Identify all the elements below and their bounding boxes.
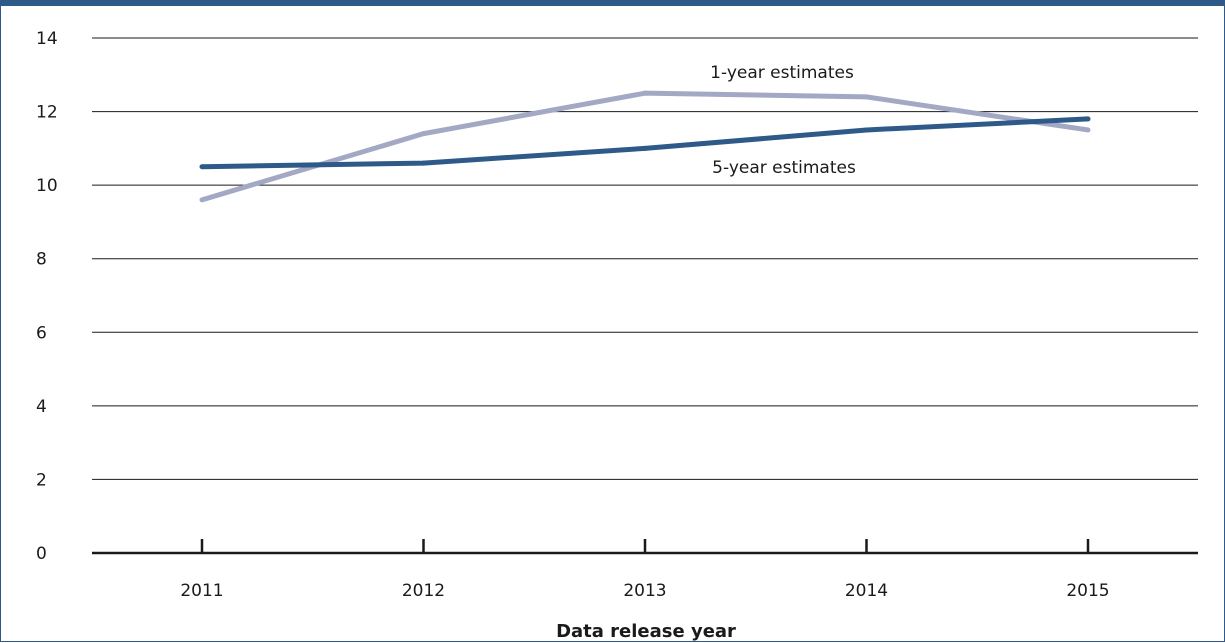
header-band (0, 0, 1225, 6)
y-tick-label-2: 2 (36, 470, 47, 490)
y-tick-label-4: 4 (36, 397, 47, 417)
x-tick-label-2012: 2012 (402, 581, 445, 601)
y-tick-label-6: 6 (36, 323, 47, 343)
x-tick-label-2015: 2015 (1066, 581, 1109, 601)
y-tick-labels: 0 2 4 6 8 10 12 14 (36, 29, 58, 564)
y-tick-label-8: 8 (36, 250, 47, 270)
data-point-5-year-estimates-2013 (642, 145, 648, 151)
y-tick-label-12: 12 (36, 103, 58, 123)
data-point-1-year-estimates-2012 (421, 131, 426, 137)
series-labels: 1-year estimates 5-year estimates (710, 63, 856, 178)
x-axis-title: Data release year (556, 621, 736, 642)
series-label-5-year: 5-year estimates (712, 158, 856, 178)
x-axis: 2011 2012 2013 2014 2015 (92, 539, 1198, 601)
data-point-5-year-estimates-2015 (1085, 116, 1091, 122)
y-tick-label-14: 14 (36, 29, 58, 49)
data-point-5-year-estimates-2011 (199, 164, 205, 170)
data-point-1-year-estimates-2011 (199, 197, 205, 203)
gridlines (92, 37, 1198, 480)
data-point-5-year-estimates-2012 (421, 160, 426, 166)
x-tick-label-2011: 2011 (180, 581, 223, 601)
data-point-1-year-estimates-2014 (864, 94, 869, 100)
y-tick-label-10: 10 (36, 176, 58, 196)
series-lines (199, 90, 1091, 203)
data-point-1-year-estimates-2013 (642, 90, 648, 96)
x-tick-label-2013: 2013 (623, 581, 666, 601)
data-point-5-year-estimates-2014 (864, 127, 869, 133)
x-tick-label-2014: 2014 (845, 581, 888, 601)
series-label-1-year: 1-year estimates (710, 63, 854, 83)
y-tick-label-0: 0 (36, 544, 47, 564)
data-point-1-year-estimates-2015 (1085, 127, 1091, 133)
